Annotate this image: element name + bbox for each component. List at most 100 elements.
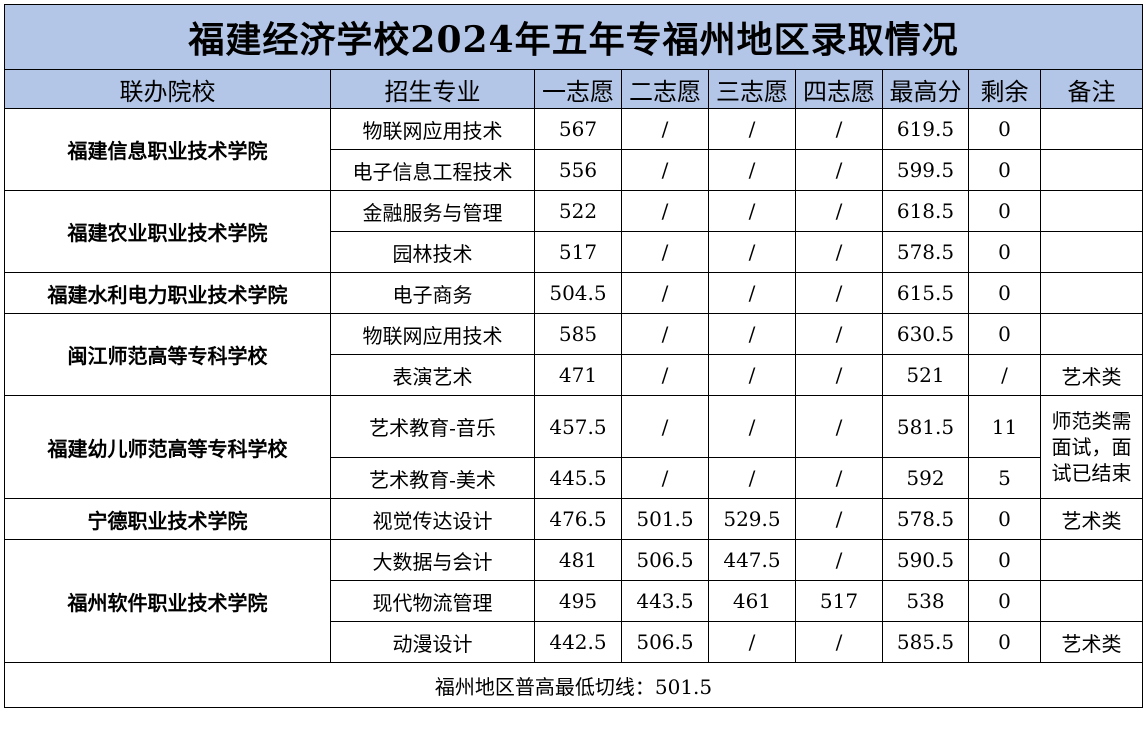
major-cell: 艺术教育-音乐: [330, 395, 535, 458]
major-cell: 电子信息工程技术: [330, 149, 535, 191]
max-score-cell: 585.5: [882, 621, 969, 663]
major-cell: 视觉传达设计: [330, 498, 535, 540]
choice-2-cell: /: [621, 313, 709, 355]
choice-1-cell: 471: [534, 354, 622, 396]
admission-table: 福建经济学校2024年五年专福州地区录取情况 联办院校 招生专业 一志愿 二志愿…: [3, 4, 1144, 708]
sheet-title: 福建经济学校2024年五年专福州地区录取情况: [3, 4, 1144, 70]
choice-3-cell: 447.5: [708, 539, 796, 581]
table-row: 宁德职业技术学院 视觉传达设计 476.5 501.5 529.5 / 578.…: [4, 498, 1144, 540]
major-cell: 物联网应用技术: [330, 313, 535, 355]
choice-3-cell: /: [708, 457, 796, 499]
choice-1-cell: 567: [534, 108, 622, 150]
choice-4-cell: /: [795, 539, 883, 581]
col-header-choice-4: 四志愿: [795, 69, 883, 109]
max-score-cell: 590.5: [882, 539, 969, 581]
max-score-cell: 630.5: [882, 313, 969, 355]
college-cell: 闽江师范高等专科学校: [4, 313, 331, 396]
choice-3-cell: /: [708, 395, 796, 458]
remaining-cell: 0: [968, 580, 1041, 622]
choice-4-cell: /: [795, 231, 883, 273]
col-header-choice-1: 一志愿: [534, 69, 622, 109]
choice-3-cell: 461: [708, 580, 796, 622]
table-row: 福建水利电力职业技术学院 电子商务 504.5 / / / 615.5 0: [4, 272, 1144, 314]
remark-cell: 艺术类: [1039, 498, 1144, 540]
remark-cell: 艺术类: [1039, 354, 1144, 396]
choice-4-cell: /: [795, 190, 883, 232]
choice-2-cell: /: [621, 190, 709, 232]
col-header-remark: 备注: [1039, 69, 1144, 109]
remaining-cell: 0: [968, 498, 1041, 540]
table-row: 现代物流管理 495 443.5 461 517 538 0: [5, 580, 1144, 622]
remark-cell: [1039, 190, 1144, 232]
choice-4-cell: /: [795, 149, 883, 191]
remark-cell: [1039, 580, 1144, 622]
choice-2-cell: /: [621, 354, 709, 396]
choice-1-cell: 504.5: [534, 272, 622, 314]
choice-4-cell: /: [795, 621, 883, 663]
choice-4-cell: /: [795, 457, 883, 499]
max-score-cell: 618.5: [882, 190, 969, 232]
choice-3-cell: /: [708, 313, 796, 355]
table-row: 福建信息职业技术学院 物联网应用技术 567 / / / 619.5 0: [4, 108, 1144, 191]
major-cell: 大数据与会计: [330, 539, 535, 581]
max-score-cell: 521: [882, 354, 969, 396]
choice-4-cell: /: [795, 272, 883, 314]
major-cell: 现代物流管理: [330, 580, 535, 622]
table-row: 动漫设计 442.5 506.5 / / 585.5 0 艺术类: [5, 621, 1144, 663]
choice-2-cell: 501.5: [621, 498, 709, 540]
choice-2-cell: /: [621, 231, 709, 273]
max-score-cell: 578.5: [882, 498, 969, 540]
major-cell: 电子商务: [330, 272, 535, 314]
major-cell: 表演艺术: [330, 354, 535, 396]
remark-cell: [1039, 149, 1144, 191]
table-row: 福州软件职业技术学院 大数据与会计 481 506.5 447.5 / 590.…: [4, 539, 1144, 663]
choice-1-cell: 445.5: [534, 457, 622, 499]
college-cell: 福建幼儿师范高等专科学校: [4, 395, 331, 499]
choice-1-cell: 556: [534, 149, 622, 191]
choice-2-cell: /: [621, 149, 709, 191]
max-score-cell: 581.5: [882, 395, 969, 458]
choice-3-cell: /: [708, 149, 796, 191]
remark-cell: [1039, 108, 1144, 150]
remaining-cell: 0: [968, 313, 1041, 355]
remaining-cell: 0: [968, 108, 1041, 150]
college-cell: 宁德职业技术学院: [4, 498, 331, 540]
college-cell: 福建农业职业技术学院: [4, 190, 331, 273]
college-cell: 福建水利电力职业技术学院: [4, 272, 331, 314]
major-cell: 金融服务与管理: [330, 190, 535, 232]
major-cell: 艺术教育-美术: [330, 457, 535, 499]
choice-4-cell: /: [795, 498, 883, 540]
remaining-cell: 0: [968, 272, 1041, 314]
choice-4-cell: /: [795, 395, 883, 458]
choice-1-cell: 481: [534, 539, 622, 581]
col-header-max-score: 最高分: [882, 69, 969, 109]
choice-1-cell: 495: [534, 580, 622, 622]
max-score-cell: 615.5: [882, 272, 969, 314]
table-row: 电子信息工程技术 556 / / / 599.5 0: [5, 149, 1144, 191]
choice-4-cell: 517: [795, 580, 883, 622]
table-row: 闽江师范高等专科学校 物联网应用技术 585 / / / 630.5 0: [4, 313, 1144, 396]
choice-2-cell: /: [621, 272, 709, 314]
major-cell: 园林技术: [330, 231, 535, 273]
choice-3-cell: /: [708, 354, 796, 396]
table-row: 表演艺术 471 / / / 521 / 艺术类: [5, 354, 1144, 396]
remaining-cell: 0: [968, 149, 1041, 191]
remark-cell: [1039, 231, 1144, 273]
remaining-cell: 0: [968, 539, 1041, 581]
choice-3-cell: 529.5: [708, 498, 796, 540]
choice-2-cell: /: [621, 457, 709, 499]
remark-cell: [1039, 313, 1144, 355]
remark-cell: [1039, 539, 1144, 581]
choice-2-cell: 506.5: [621, 621, 709, 663]
major-cell: 物联网应用技术: [330, 108, 535, 150]
remaining-cell: 5: [968, 457, 1041, 499]
remaining-cell: 11: [968, 395, 1041, 458]
choice-4-cell: /: [795, 313, 883, 355]
col-header-major: 招生专业: [330, 69, 535, 109]
choice-3-cell: /: [708, 190, 796, 232]
max-score-cell: 578.5: [882, 231, 969, 273]
table-row: 园林技术 517 / / / 578.5 0: [5, 231, 1144, 273]
choice-4-cell: /: [795, 354, 883, 396]
choice-3-cell: /: [708, 621, 796, 663]
choice-3-cell: /: [708, 108, 796, 150]
